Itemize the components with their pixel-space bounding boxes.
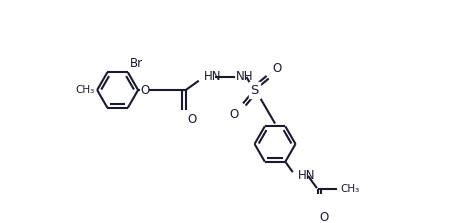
Text: O: O [320, 211, 329, 223]
Text: O: O [229, 108, 239, 121]
Text: CH₃: CH₃ [75, 85, 94, 95]
Text: NH: NH [236, 70, 254, 83]
Text: CH₃: CH₃ [340, 184, 359, 194]
Text: O: O [140, 84, 150, 97]
Text: Br: Br [130, 58, 143, 70]
Text: S: S [250, 84, 259, 97]
Text: O: O [188, 114, 197, 126]
Text: O: O [272, 62, 281, 75]
Text: HN: HN [204, 70, 222, 83]
Text: HN: HN [298, 169, 316, 182]
